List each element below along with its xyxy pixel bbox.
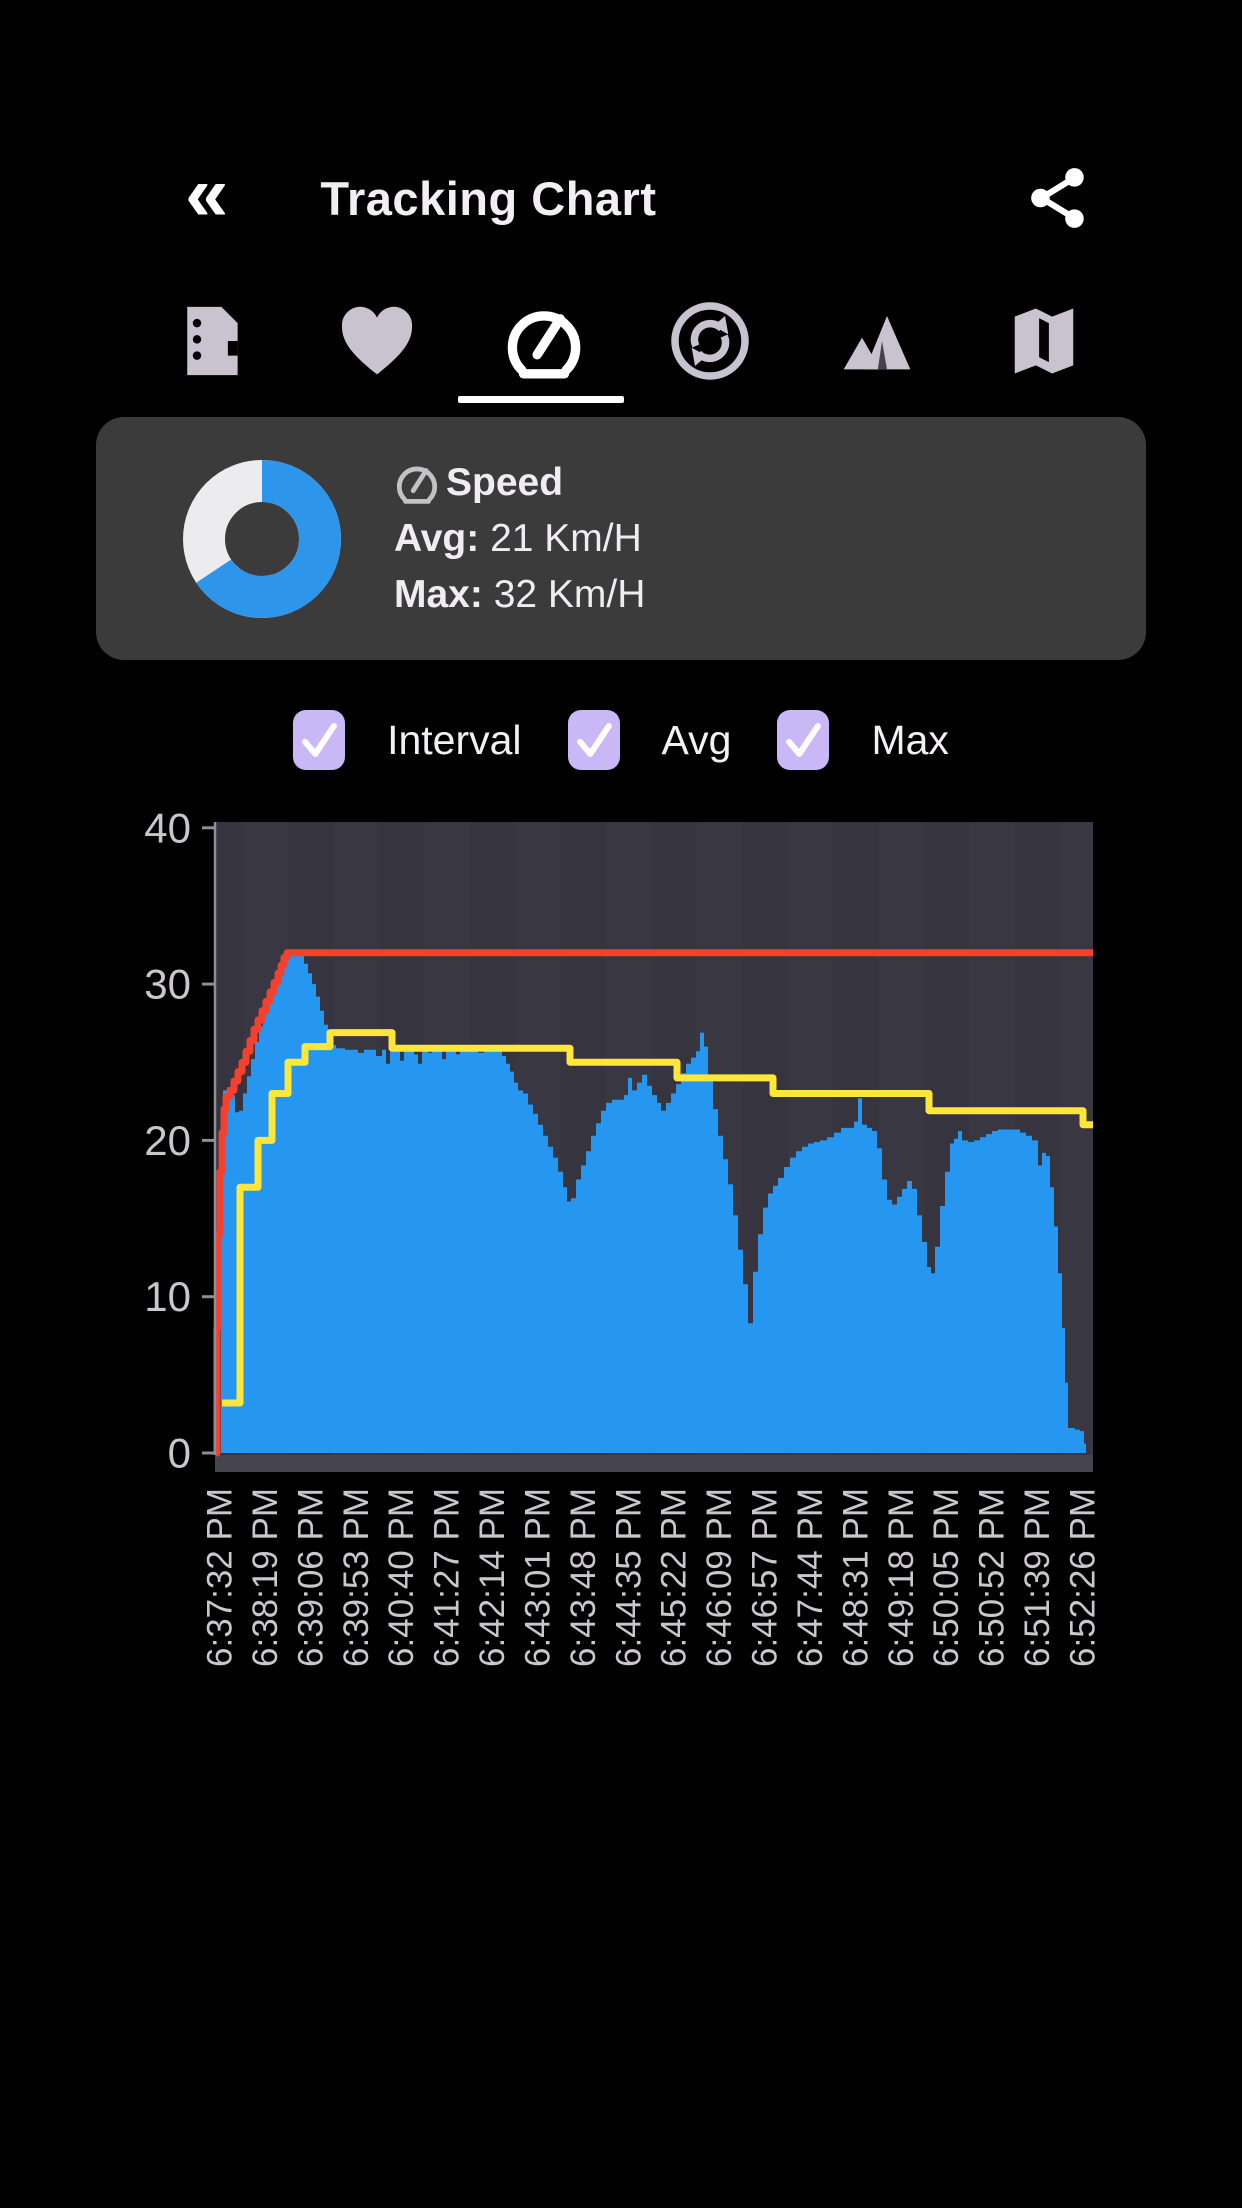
header: « Tracking Chart [185, 149, 1092, 238]
speedometer-icon [507, 311, 580, 379]
max-speed-row: Max: 32 Km/H [394, 567, 645, 623]
chart-tab-bar [168, 298, 1086, 384]
legend-item-avg: Avg [567, 710, 732, 770]
x-axis-label: 6:50:52 PM [973, 1488, 1012, 1667]
interval-checkbox[interactable] [293, 710, 346, 770]
notes-icon [187, 306, 238, 376]
x-axis-label: 6:49:18 PM [882, 1488, 921, 1667]
map-icon [1014, 308, 1074, 374]
x-axis-label: 6:37:32 PM [201, 1488, 240, 1667]
series-legend: Interval Avg Max [0, 702, 1242, 778]
speed-donut-chart [182, 459, 342, 619]
x-axis-label: 6:41:27 PM [428, 1488, 467, 1667]
avg-speed-row: Avg: 21 Km/H [394, 511, 645, 567]
x-axis-label: 6:39:06 PM [291, 1488, 330, 1667]
check-icon [302, 723, 337, 757]
sync-icon [671, 302, 750, 380]
x-axis-label: 6:47:44 PM [791, 1488, 830, 1667]
x-axis-label: 6:40:40 PM [382, 1488, 421, 1667]
selected-tab-underline [458, 396, 624, 403]
max-checkbox[interactable] [777, 710, 830, 770]
card-title-row: Speed [394, 455, 645, 511]
x-axis-label: 6:43:01 PM [518, 1488, 557, 1667]
speed-summary-card: Speed Avg: 21 Km/H Max: 32 Km/H [96, 417, 1146, 660]
y-axis-label: 20 [144, 1117, 191, 1164]
check-icon [786, 723, 822, 757]
avg-legend-label: Avg [661, 716, 732, 763]
x-axis-label: 6:48:31 PM [836, 1488, 875, 1667]
page-title: Tracking Chart [320, 171, 657, 225]
check-icon [576, 723, 612, 757]
mountains-icon [843, 316, 911, 370]
legend-item-interval: Interval [293, 710, 522, 770]
x-axis-label: 6:43:48 PM [564, 1488, 603, 1667]
x-axis-strip [215, 1455, 1093, 1472]
speedometer-small-icon [396, 466, 438, 504]
legend-item-max: Max [777, 710, 949, 770]
max-legend-label: Max [871, 716, 949, 763]
x-axis-label: 6:46:09 PM [700, 1488, 739, 1667]
tab-map[interactable] [1002, 299, 1086, 383]
x-axis-label: 6:50:05 PM [927, 1488, 966, 1667]
y-axis-label: 0 [168, 1430, 191, 1477]
tab-elevation[interactable] [835, 299, 919, 383]
x-axis-label: 6:46:57 PM [746, 1488, 785, 1667]
heart-icon [341, 306, 412, 375]
card-title: Speed [446, 460, 564, 504]
x-axis-label: 6:44:35 PM [609, 1488, 648, 1667]
share-icon [1031, 168, 1084, 228]
y-axis-label: 40 [144, 804, 191, 851]
share-button[interactable] [1026, 163, 1092, 233]
max-value: 32 Km/H [493, 572, 646, 616]
x-axis-label: 6:42:14 PM [473, 1488, 512, 1667]
avg-checkbox[interactable] [567, 710, 620, 770]
tab-notes[interactable] [168, 299, 252, 383]
x-axis-label: 6:52:26 PM [1064, 1488, 1103, 1667]
interval-label: Interval [387, 716, 522, 763]
tab-heart-rate[interactable] [335, 299, 419, 383]
x-axis-label: 6:51:39 PM [1018, 1488, 1057, 1667]
max-label: Max: [394, 572, 483, 616]
x-axis-label: 6:38:19 PM [246, 1488, 285, 1667]
plot-stripe [1060, 822, 1093, 1455]
avg-label: Avg: [394, 516, 480, 560]
avg-value: 21 Km/H [490, 516, 642, 560]
tab-speed[interactable] [502, 299, 586, 383]
avg-line-series [222, 1029, 1093, 1407]
back-button[interactable]: « [185, 149, 229, 237]
x-axis-label: 6:45:22 PM [655, 1488, 694, 1667]
tab-cadence[interactable] [668, 299, 752, 383]
y-axis-label: 10 [144, 1273, 191, 1320]
max-line-series [213, 949, 1093, 1457]
interval-area-series [220, 954, 1086, 1453]
x-axis-label: 6:39:53 PM [337, 1488, 376, 1667]
y-axis-label: 30 [144, 961, 191, 1008]
